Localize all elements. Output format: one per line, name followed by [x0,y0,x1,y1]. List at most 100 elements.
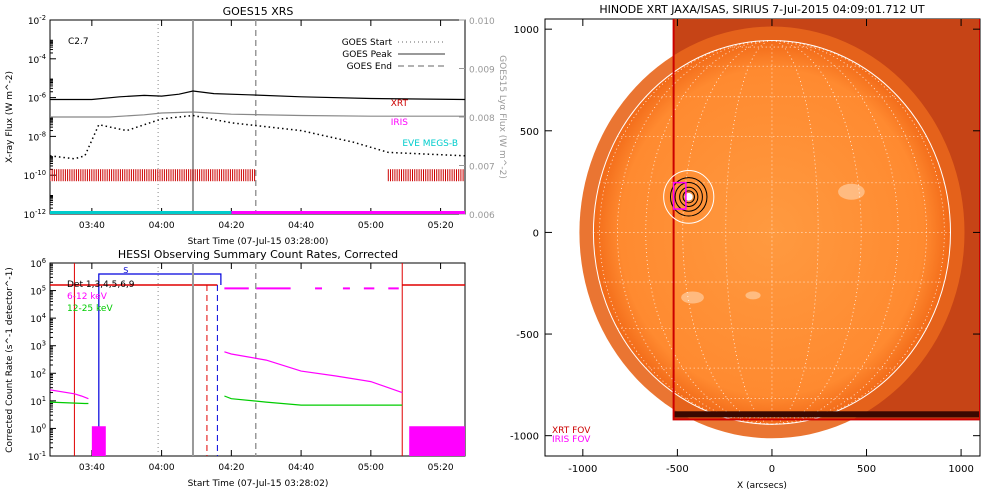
xrt-y-tick-label: -500 [516,330,539,341]
longitude-line [771,40,945,425]
hessi-x-tick-label: 05:00 [358,463,384,473]
longitude-line [771,40,819,425]
xrt-image-area [579,19,980,439]
active-region [745,291,761,300]
goes-title: GOES15 XRS [223,5,294,18]
goes-x-tick-label: 05:20 [428,221,454,231]
xrt-image-panel: HINODE XRT JAXA/ISAS, SIRIUS 7-Jul-2015 … [510,3,981,491]
xrt-x-axis: -1000 -500 0 500 1000 [568,19,974,475]
hessi-plot-area: S [50,263,465,456]
xrt-y-axis: 1000 500 0 -500 -1000 [510,25,980,443]
goes-series-line [50,111,465,118]
hessi-y-tick-label: 101 [30,395,46,408]
hessi-legend: Det 1,3,4,5,6,9 6-12 keV 12-25 keV [67,280,135,314]
heliographic-grid [593,40,951,425]
hessi-series-line [224,395,403,406]
goes-legend-label: GOES Start [342,38,393,48]
goes-y2-tick-label: 0.008 [469,114,495,124]
goes-plot-area [50,20,465,214]
solar-limb [592,40,951,425]
xrt-y-tick-label: 1000 [514,25,539,36]
xrt-y-tick-label: 0 [533,228,539,239]
goes-instrument-labels: XRT IRIS EVE MEGS-B [391,99,458,149]
goes-legend-label: GOES End [347,62,392,72]
goes-series-line [50,90,465,101]
goes-y2-tick-label: 0.006 [469,211,495,221]
active-region [838,183,865,200]
goes-y2-tick-label: 0.009 [469,66,495,76]
goes-xlabel: Start Time (07-Jul-15 03:28:00) [188,237,329,247]
xrt-x-tick-label: 500 [857,464,876,475]
xrt-x-tick-label: 0 [769,464,775,475]
saa-line-blue [98,273,222,456]
hessi-legend-label: Det 1,3,4,5,6,9 [67,280,135,290]
goes-y2-tick-label: 0.010 [469,17,495,27]
xrt-bottom-band [673,411,980,418]
hessi-ylabel: Corrected Count Rate (s^-1 detector^-1) [5,267,15,453]
goes-x-tick-label: 04:00 [149,221,175,231]
flare-contour [679,186,699,207]
xrt-legend-label: XRT FOV [552,426,591,436]
hessi-y-tick-label: 106 [30,257,46,270]
goes-y-tick-label: 10-4 [28,53,46,66]
hessi-y-tick-label: 100 [30,422,46,435]
hessi-x-tick-label: 03:40 [79,463,105,473]
xrt-coverage-ticks [50,169,256,182]
instrument-label: IRIS [391,118,409,128]
coverage-bar [231,211,465,214]
longitude-line [617,40,772,425]
goes-x-tick-label: 05:00 [358,221,384,231]
hessi-y-tick-label: 105 [30,285,46,298]
xrt-legend-label: IRIS FOV [552,435,591,445]
hessi-legend-label: 12-25 keV [67,304,113,314]
flare-contour [674,181,703,212]
goes-y2-tick-label: 0.007 [469,163,495,173]
flare-core [684,192,693,201]
flare-contour [669,177,708,217]
instrument-label: XRT [391,99,409,109]
goes-y-tick-label: 10-6 [28,92,46,105]
xrt-title: HINODE XRT JAXA/ISAS, SIRIUS 7-Jul-2015 … [599,3,925,16]
longitude-line [682,40,772,425]
night-block [409,426,465,456]
goes-y-tick-label: 10-12 [24,208,46,221]
hessi-series-line [50,401,89,405]
longitude-line [771,40,899,425]
xrt-x-tick-label: -500 [666,464,689,475]
goes-y-tick-label: 10-8 [28,130,46,143]
goes-legend: GOES Start GOES Peak GOES End [342,38,445,72]
goes-x-tick-label: 04:40 [288,221,314,231]
hessi-x-tick-label: 05:20 [428,463,454,473]
hessi-y-tick-label: 102 [30,367,46,380]
longitude-line [645,40,772,425]
goes-y2label: GOES15 Lyα Flux (W m^-2) [497,55,507,179]
hessi-panel: HESSI Observing Summary Count Rates, Cor… [5,248,466,489]
hessi-series-line [50,389,89,400]
goes-x-tick-label: 03:40 [79,221,105,231]
longitude-line [599,40,772,425]
hessi-xlabel: Start Time (07-Jul-15 03:28:02) [188,479,329,489]
hessi-series-line [224,351,403,394]
saa-annotation: S [123,266,128,275]
hessi-x-tick-label: 04:00 [149,463,175,473]
hessi-y-tick-label: 10-1 [28,450,46,463]
hessi-y-axis: 106 105 104 103 102 101 100 10-1 [28,257,56,463]
goes-y2-axis: 0.010 0.009 0.008 0.007 0.006 [459,17,495,221]
flare-contour [682,190,695,204]
goes-y-tick-label: 10-10 [24,169,46,182]
longitude-line [771,40,927,425]
xrt-x-tick-label: 1000 [948,464,973,475]
goes-ylabel: X-ray Flux (W m^-2) [5,71,15,163]
goes-xrs-panel: GOES15 XRS 10-2 10-4 10-6 10-8 10-10 10-12 0.… [5,5,507,247]
hessi-x-axis: 03:40 04:00 04:20 04:40 05:00 05:20 [79,263,454,473]
goes-legend-label: GOES Peak [342,50,392,60]
longitude-line [725,40,772,425]
hessi-plot-frame [49,262,466,457]
hessi-legend-label: 6-12 keV [67,292,108,302]
hessi-x-tick-label: 04:40 [288,463,314,473]
hessi-x-tick-label: 04:20 [218,463,244,473]
hessi-title: HESSI Observing Summary Count Rates, Cor… [118,248,398,261]
